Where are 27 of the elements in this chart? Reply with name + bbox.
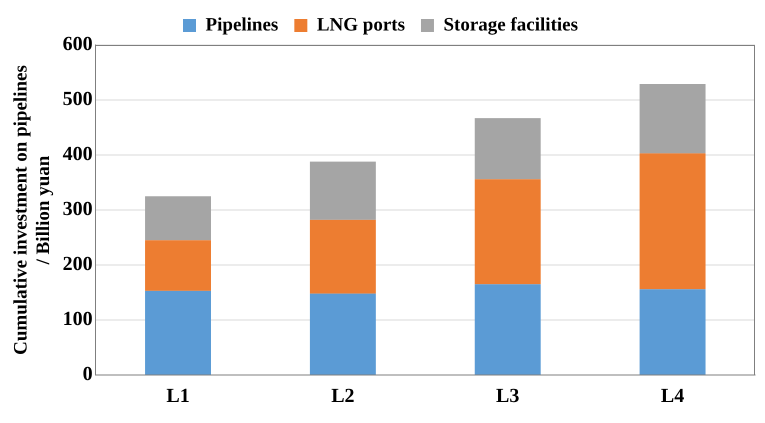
- y-tick-label: 100: [62, 308, 93, 330]
- bar: [640, 289, 706, 374]
- bar: [145, 290, 211, 374]
- bar: [474, 179, 541, 284]
- y-tick-label: 200: [62, 253, 93, 276]
- bar: [640, 84, 706, 154]
- legend-label: Pipelines: [205, 14, 278, 36]
- x-tick-label: L4: [660, 385, 684, 408]
- bar: [474, 118, 541, 180]
- y-axis-title: Cumulative investment on pipelines / Billion yuan: [10, 65, 54, 355]
- legend-label: LNG ports: [316, 14, 405, 36]
- bar: [145, 240, 211, 291]
- y-tick-label: 500: [62, 88, 93, 110]
- bar: [640, 153, 706, 290]
- x-tick-label: L3: [496, 385, 520, 408]
- bar: [145, 196, 211, 240]
- bar: [310, 294, 376, 374]
- bar: [310, 162, 376, 220]
- y-tick-label: 300: [62, 198, 93, 220]
- legend-label: Storage facilities: [443, 14, 578, 36]
- y-tick-label: 400: [62, 143, 93, 166]
- bar: [310, 220, 376, 294]
- y-tick-label: 0: [82, 363, 93, 386]
- x-tick-label: L2: [331, 385, 355, 408]
- x-tick-label: L1: [166, 385, 190, 408]
- bar: [474, 284, 541, 374]
- y-tick-label: 600: [62, 33, 93, 56]
